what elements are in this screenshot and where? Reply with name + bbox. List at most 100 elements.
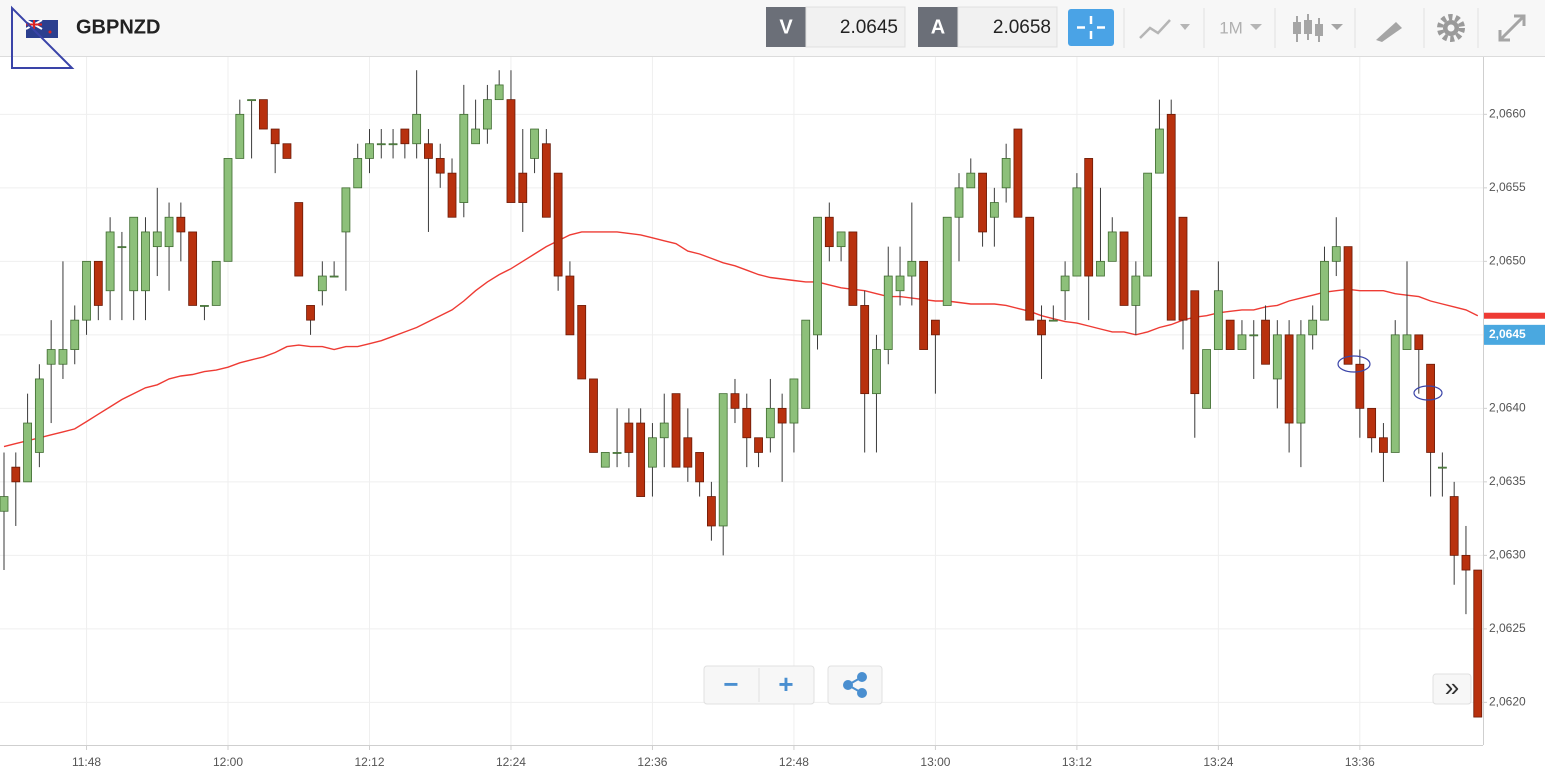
candle-body xyxy=(1343,246,1353,365)
candle-body xyxy=(978,172,987,233)
y-tick-label: 2,0640 xyxy=(1489,401,1526,415)
candle-body xyxy=(1367,407,1377,439)
candle-body xyxy=(34,378,44,453)
candle-body xyxy=(836,231,846,248)
fullscreen-button[interactable] xyxy=(1498,14,1526,42)
candle-body xyxy=(907,260,917,277)
candle-body xyxy=(1178,216,1188,321)
candle-body xyxy=(577,305,587,380)
candle-body xyxy=(707,496,716,527)
candle-body xyxy=(765,407,775,439)
candle-body xyxy=(471,128,481,145)
timeframe[interactable]: 1M xyxy=(1219,18,1243,37)
candle-body xyxy=(954,187,964,218)
ask-label-box xyxy=(918,7,958,47)
candle-body xyxy=(1225,319,1235,350)
candle-body xyxy=(200,305,209,307)
x-tick-label: 12:36 xyxy=(637,755,667,769)
candle-body xyxy=(424,143,433,159)
candle-body xyxy=(553,172,563,277)
candle-body xyxy=(294,202,304,277)
crosshair-button[interactable] xyxy=(1068,9,1114,46)
candle-body xyxy=(1402,334,1412,350)
draw-button[interactable] xyxy=(1376,22,1402,42)
candle-body xyxy=(966,172,976,189)
plot: 2,0620 2,0625 2,0630 2,0635 2,0640 2,0645 2,06… xyxy=(0,57,1545,769)
candle-body xyxy=(412,113,422,145)
candle-body xyxy=(1390,334,1400,453)
ask: 2.0658 xyxy=(993,17,1051,38)
candle-body xyxy=(494,84,504,101)
candle-body xyxy=(541,143,551,218)
bid-label-box xyxy=(766,7,806,47)
annotation-ellipse xyxy=(1413,385,1443,401)
candle-body xyxy=(1331,246,1341,262)
candle-body xyxy=(1155,128,1164,174)
candle-body xyxy=(82,260,91,321)
candle-body xyxy=(1143,172,1153,277)
share-button[interactable] xyxy=(843,672,867,698)
candle-body xyxy=(1308,319,1318,336)
candle-body xyxy=(919,260,929,350)
candle-body xyxy=(942,216,952,306)
zoom-out[interactable]: − xyxy=(723,669,738,699)
candle-body xyxy=(1426,363,1435,453)
candle-body xyxy=(872,349,881,395)
candle-body xyxy=(329,275,339,278)
indicators-button[interactable] xyxy=(1139,19,1190,39)
candle-body xyxy=(1449,496,1459,556)
candle-body xyxy=(1001,158,1011,189)
zoom-in[interactable]: + xyxy=(778,669,793,699)
candle-body xyxy=(530,128,539,159)
candle-body xyxy=(341,187,351,233)
candle-body xyxy=(247,99,256,102)
candle-body xyxy=(565,275,575,336)
candle-body xyxy=(742,407,752,439)
scroll-to-end[interactable]: » xyxy=(1445,672,1459,702)
candle-body xyxy=(282,143,292,159)
y-tick-label: 2,0630 xyxy=(1489,548,1526,562)
candle-body xyxy=(117,246,127,249)
candle-body xyxy=(365,143,374,159)
symbol: GBPNZD xyxy=(76,16,160,38)
candle-body xyxy=(589,378,598,453)
annotation-ellipse xyxy=(1337,355,1371,373)
y-tick-label: 2,0650 xyxy=(1489,254,1526,268)
candle-body xyxy=(824,216,834,248)
candle-body xyxy=(435,158,445,174)
candle-body xyxy=(270,128,280,145)
last-price-label: 2,0645 xyxy=(1489,327,1526,341)
bid: 2.0645 xyxy=(840,17,898,38)
candle-body xyxy=(1437,466,1447,469)
candle-body xyxy=(754,437,763,453)
x-tick-label: 11:48 xyxy=(72,755,101,769)
x-tick-label: 12:24 xyxy=(496,755,526,769)
candle-body xyxy=(46,349,56,365)
x-tick-label: 12:12 xyxy=(354,755,384,769)
x-tick-label: 13:24 xyxy=(1203,755,1233,769)
candle-body xyxy=(1107,231,1117,262)
chart-type-button[interactable] xyxy=(1293,14,1343,42)
candle-body xyxy=(400,128,410,145)
candle-body xyxy=(70,319,80,350)
plot-area xyxy=(0,57,1483,745)
ask-box[interactable] xyxy=(957,6,1058,48)
candle-body xyxy=(1096,260,1105,277)
candle-body xyxy=(482,99,492,130)
candle-body xyxy=(0,496,9,512)
candle-body xyxy=(1237,334,1247,350)
candle-body xyxy=(801,319,811,409)
candle-body xyxy=(317,275,327,292)
candle-body xyxy=(624,422,634,453)
candle-body xyxy=(1013,128,1023,218)
candle-body xyxy=(235,113,245,159)
annotation-triangle xyxy=(11,5,75,69)
timeframe-caret xyxy=(1250,24,1262,30)
settings-button[interactable] xyxy=(1437,14,1465,42)
x-tick-label: 13:00 xyxy=(920,755,950,769)
last-price-box xyxy=(1484,324,1545,345)
bid-box[interactable] xyxy=(805,6,906,48)
zoom-controls: − + » xyxy=(703,665,1472,705)
candle-body xyxy=(1119,231,1129,306)
